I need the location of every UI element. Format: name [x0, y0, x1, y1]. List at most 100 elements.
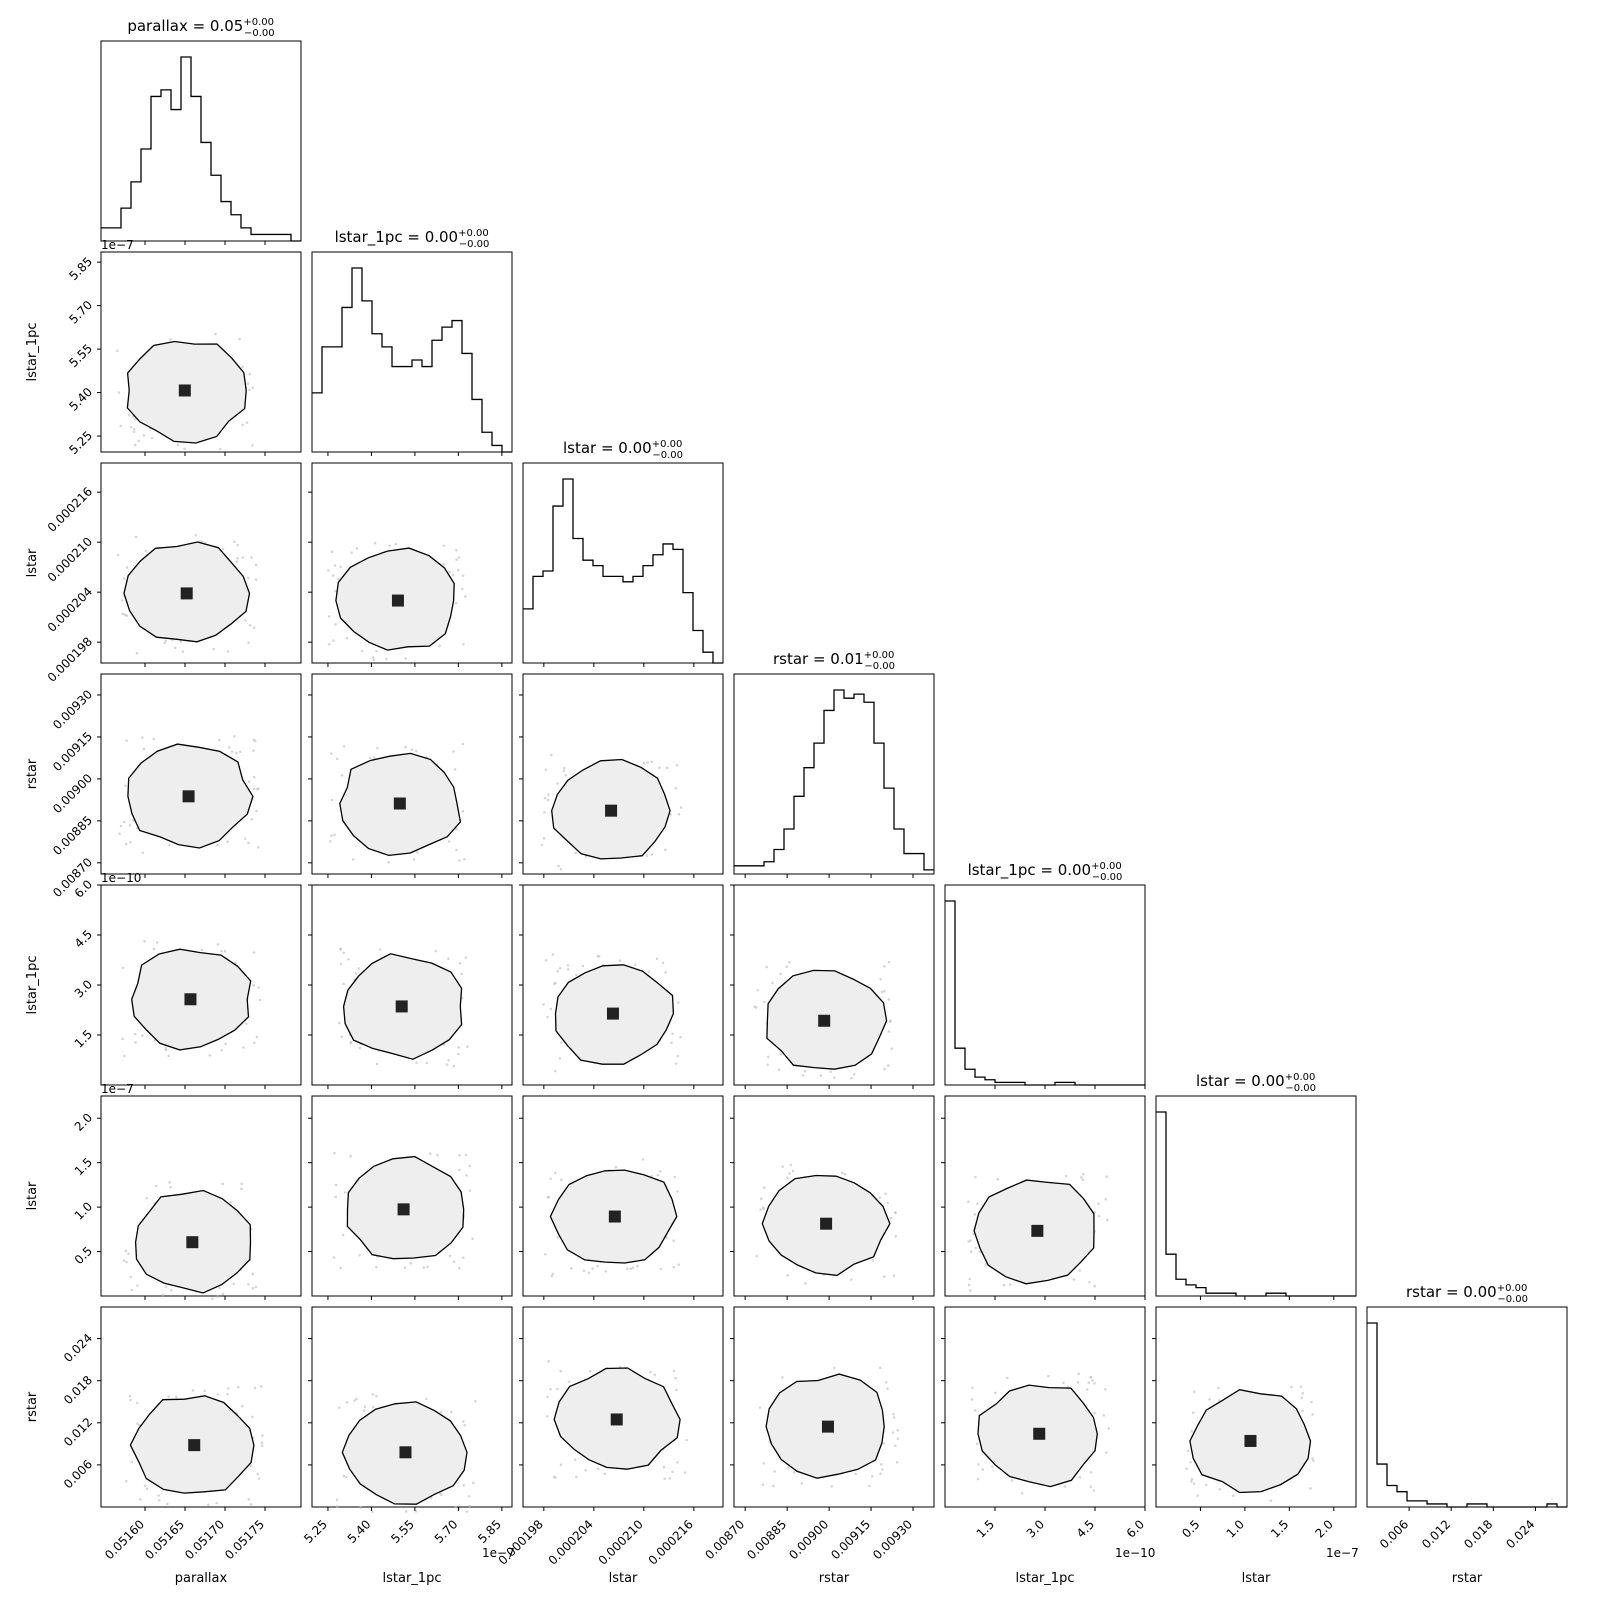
sample-point [331, 574, 335, 577]
sample-point [355, 547, 359, 550]
density-peak [605, 804, 618, 817]
sample-point [981, 1468, 985, 1471]
sample-point [471, 1237, 474, 1241]
x-tick-label: 0.00930 [870, 1517, 915, 1562]
sample-point [559, 1369, 563, 1373]
sample-point [669, 813, 672, 816]
sample-point [557, 864, 560, 868]
sample-point [215, 1501, 218, 1505]
scatter-rstar-vs-lstar [1185, 1385, 1315, 1502]
density-peak [391, 594, 404, 607]
sample-point [226, 840, 229, 844]
sample-point [342, 1474, 346, 1478]
sample-point [258, 998, 262, 1002]
sample-point [252, 775, 256, 779]
sample-point [671, 1032, 674, 1036]
sample-point [141, 1034, 144, 1037]
x-tick-label: 6.0 [1124, 1517, 1147, 1540]
sample-point [250, 556, 253, 559]
sample-point [664, 848, 667, 852]
sample-point [167, 843, 171, 847]
sample-point [138, 1498, 142, 1501]
sample-point [340, 1035, 344, 1038]
sample-point [458, 1266, 461, 1270]
title-main: rstar = 0.00 [1406, 1283, 1497, 1301]
y-tick-label: 0.012 [61, 1415, 95, 1449]
sample-point [129, 1398, 132, 1402]
y-tick-label: 1.5 [72, 1027, 95, 1050]
panel-frame [311, 251, 513, 453]
sample-point [342, 982, 345, 986]
sample-point [868, 1484, 871, 1488]
x-tick-label: 5.85 [475, 1517, 504, 1546]
sample-point [216, 943, 220, 946]
sample-point [357, 967, 361, 970]
sample-point [123, 613, 127, 617]
sample-point [467, 1495, 471, 1498]
sample-point [334, 589, 337, 593]
sample-point [129, 1275, 132, 1279]
sample-point [564, 774, 567, 777]
sample-point [335, 1498, 339, 1502]
sample-point [428, 1152, 432, 1155]
title-main: lstar = 0.00 [1196, 1072, 1285, 1090]
density-peak [397, 1203, 410, 1216]
sample-point [546, 1415, 549, 1418]
x-tick-label: 0.05160 [102, 1517, 147, 1562]
sample-point [659, 1267, 663, 1271]
sample-point [404, 745, 407, 749]
sample-point [756, 988, 760, 992]
sample-point [618, 959, 622, 963]
x-axis-label: rstar [1452, 1571, 1483, 1586]
sample-point [338, 1406, 341, 1409]
sample-point [1062, 1381, 1065, 1385]
sample-point [1218, 1487, 1222, 1491]
sample-point [550, 1274, 554, 1278]
sample-point [351, 858, 355, 861]
scatter-rstar-vs-lstar [546, 1359, 688, 1480]
sample-point [345, 636, 349, 640]
sample-point [968, 1277, 972, 1281]
sample-point [870, 1475, 874, 1478]
sample-point [330, 834, 333, 837]
sample-point [447, 1058, 450, 1062]
x-offset: 1e−7 [1326, 1546, 1359, 1560]
sample-point [409, 1261, 413, 1265]
sample-point [763, 1000, 766, 1004]
sample-point [252, 749, 255, 752]
sample-point [645, 854, 649, 858]
sample-point [218, 1286, 222, 1290]
sample-point [462, 1420, 465, 1423]
sample-point [233, 735, 236, 738]
sample-point [164, 639, 168, 643]
density-peak [1033, 1427, 1046, 1440]
histogram-lstar_1pc [312, 267, 512, 453]
sample-point [142, 434, 146, 437]
panel-frame [522, 462, 724, 664]
sample-point [672, 1239, 675, 1243]
sample-point [629, 1267, 633, 1271]
sample-point [167, 1395, 170, 1398]
sample-point [779, 972, 782, 976]
density-peak [608, 1210, 621, 1223]
sample-point [334, 1183, 338, 1187]
sample-point [892, 1416, 896, 1419]
sample-point [543, 811, 546, 814]
sample-point [232, 1282, 236, 1286]
sample-point [451, 573, 455, 577]
sample-point [129, 840, 132, 844]
sample-point [414, 749, 418, 753]
sample-point [342, 951, 346, 955]
sample-point [339, 962, 343, 966]
sample-point [118, 832, 121, 836]
sample-point [371, 1405, 375, 1409]
sample-point [340, 774, 344, 777]
sample-point [404, 1510, 408, 1513]
panel-6-5: 0.5 1.0 1.5 2.0 [1152, 1306, 1357, 1541]
sample-point [761, 1483, 765, 1487]
sample-point [546, 1015, 549, 1019]
sample-point [884, 1192, 887, 1196]
sample-point [169, 1185, 172, 1189]
sample-point [1020, 1491, 1024, 1495]
title-minus: −0.00 [459, 239, 490, 250]
